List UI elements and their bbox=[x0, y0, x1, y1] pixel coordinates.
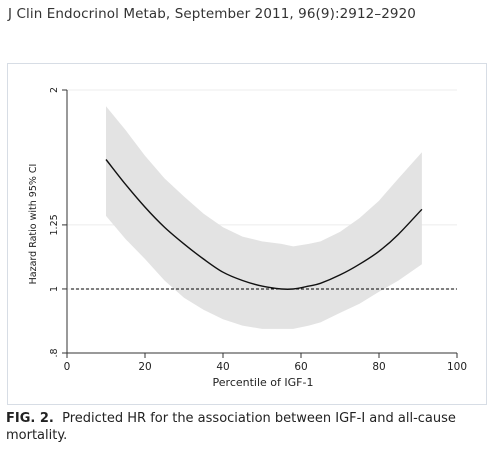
hazard-ratio-chart: 0 20 40 60 80 100 .8 1 1.25 2 Percentile of IGF-1… bbox=[8, 64, 486, 404]
y-axis-label: Hazard Ratio with 95% CI bbox=[28, 164, 39, 285]
hr-line-layer bbox=[105, 159, 423, 290]
journal-header: J Clin Endocrinol Metab, September 2011,… bbox=[8, 6, 416, 22]
y-tick-label: .8 bbox=[49, 348, 60, 357]
x-tick-label: 60 bbox=[294, 361, 307, 373]
figure-label: FIG. 2. bbox=[6, 411, 54, 426]
y-tick-label: 1.25 bbox=[49, 214, 60, 235]
chart-figure: 0 20 40 60 80 100 .8 1 1.25 2 Percentile of IGF-1… bbox=[7, 63, 487, 405]
x-tick-label: 40 bbox=[216, 361, 229, 373]
x-tick-label: 20 bbox=[138, 361, 151, 373]
hazard-ratio-line bbox=[105, 159, 423, 290]
axes-layer: 0 20 40 60 80 100 .8 1 1.25 2 bbox=[49, 87, 467, 373]
x-tick-label: 0 bbox=[64, 361, 71, 373]
x-axis-label: Percentile of IGF-1 bbox=[213, 376, 314, 389]
y-tick-label: 1 bbox=[49, 286, 60, 292]
figure-caption: FIG. 2. Predicted HR for the association… bbox=[6, 410, 486, 444]
x-tick-label: 80 bbox=[372, 361, 385, 373]
y-tick-label: 2 bbox=[49, 87, 60, 93]
x-tick-label: 100 bbox=[447, 361, 467, 373]
figure-caption-text: Predicted HR for the association between… bbox=[6, 411, 456, 443]
